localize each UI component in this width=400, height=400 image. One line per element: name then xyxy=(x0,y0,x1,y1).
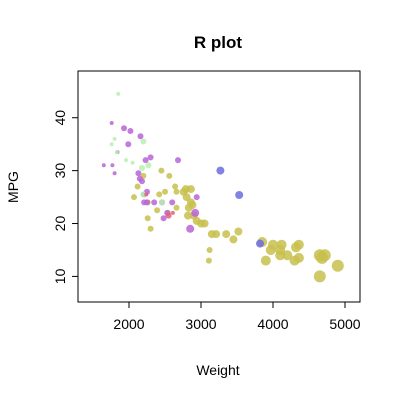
data-point xyxy=(124,158,129,163)
data-point xyxy=(140,191,147,198)
x-axis-label: Weight xyxy=(196,362,239,378)
x-tick-label: 3000 xyxy=(185,316,216,332)
data-point xyxy=(131,194,137,201)
data-point xyxy=(160,215,167,222)
data-point xyxy=(144,215,151,222)
plot-title: R plot xyxy=(194,33,242,52)
data-point xyxy=(313,270,326,283)
data-point xyxy=(256,239,264,248)
data-point xyxy=(136,175,143,182)
data-point xyxy=(112,136,117,141)
x-tick-label: 2000 xyxy=(113,316,144,332)
x-tick-label: 5000 xyxy=(329,316,360,332)
data-point xyxy=(101,163,106,168)
data-point xyxy=(206,247,213,253)
data-point xyxy=(159,199,166,206)
data-point xyxy=(114,150,119,155)
data-point xyxy=(212,230,221,239)
data-point xyxy=(169,199,176,206)
data-point xyxy=(191,208,200,217)
data-point xyxy=(147,154,154,161)
data-point xyxy=(175,157,181,164)
data-point xyxy=(235,191,244,199)
data-point xyxy=(184,211,192,220)
y-tick-label: 20 xyxy=(52,216,68,232)
data-point xyxy=(193,194,200,201)
data-points xyxy=(101,91,344,283)
data-point xyxy=(110,163,115,168)
data-point xyxy=(234,227,243,236)
data-point xyxy=(137,133,144,140)
y-axis-label: MPG xyxy=(5,171,21,203)
data-point xyxy=(205,257,212,264)
data-point xyxy=(135,170,142,177)
data-point xyxy=(112,171,117,176)
data-point xyxy=(109,142,114,147)
y-axis: 10 20 30 40 xyxy=(52,110,79,284)
data-point xyxy=(154,207,161,214)
data-point xyxy=(173,204,180,211)
data-point xyxy=(141,199,148,206)
data-point xyxy=(172,183,179,190)
data-point xyxy=(162,188,168,195)
y-tick-label: 10 xyxy=(52,268,68,284)
y-tick-label: 30 xyxy=(52,163,68,179)
data-point xyxy=(293,252,304,263)
data-point xyxy=(134,183,141,190)
data-point xyxy=(144,192,149,197)
data-point xyxy=(222,230,231,239)
data-point xyxy=(170,210,175,215)
data-point xyxy=(165,212,172,219)
y-tick-label: 40 xyxy=(52,110,68,126)
data-point xyxy=(166,172,173,179)
data-point xyxy=(156,191,163,198)
data-point xyxy=(188,201,197,209)
data-point xyxy=(125,141,132,148)
data-point xyxy=(186,185,195,194)
data-point xyxy=(229,235,238,244)
data-point xyxy=(173,188,180,195)
data-point xyxy=(216,166,225,175)
data-point xyxy=(121,125,127,132)
data-point xyxy=(130,160,135,165)
data-point xyxy=(260,255,271,266)
data-point xyxy=(293,239,304,250)
x-axis: 2000 3000 4000 5000 xyxy=(113,301,361,332)
data-point xyxy=(109,121,114,125)
data-point xyxy=(331,259,344,272)
data-point xyxy=(147,225,154,232)
data-point xyxy=(139,165,145,171)
data-point xyxy=(268,239,278,250)
data-point xyxy=(142,157,149,164)
data-point xyxy=(145,162,152,169)
data-point xyxy=(186,224,195,233)
data-point xyxy=(116,91,121,96)
data-point xyxy=(282,250,293,261)
data-point xyxy=(127,128,134,134)
data-point xyxy=(200,219,209,228)
data-point xyxy=(313,249,326,262)
data-point xyxy=(151,199,158,206)
data-point xyxy=(276,239,287,250)
data-point xyxy=(140,138,147,145)
x-tick-label: 4000 xyxy=(257,316,288,332)
data-point xyxy=(158,167,165,174)
